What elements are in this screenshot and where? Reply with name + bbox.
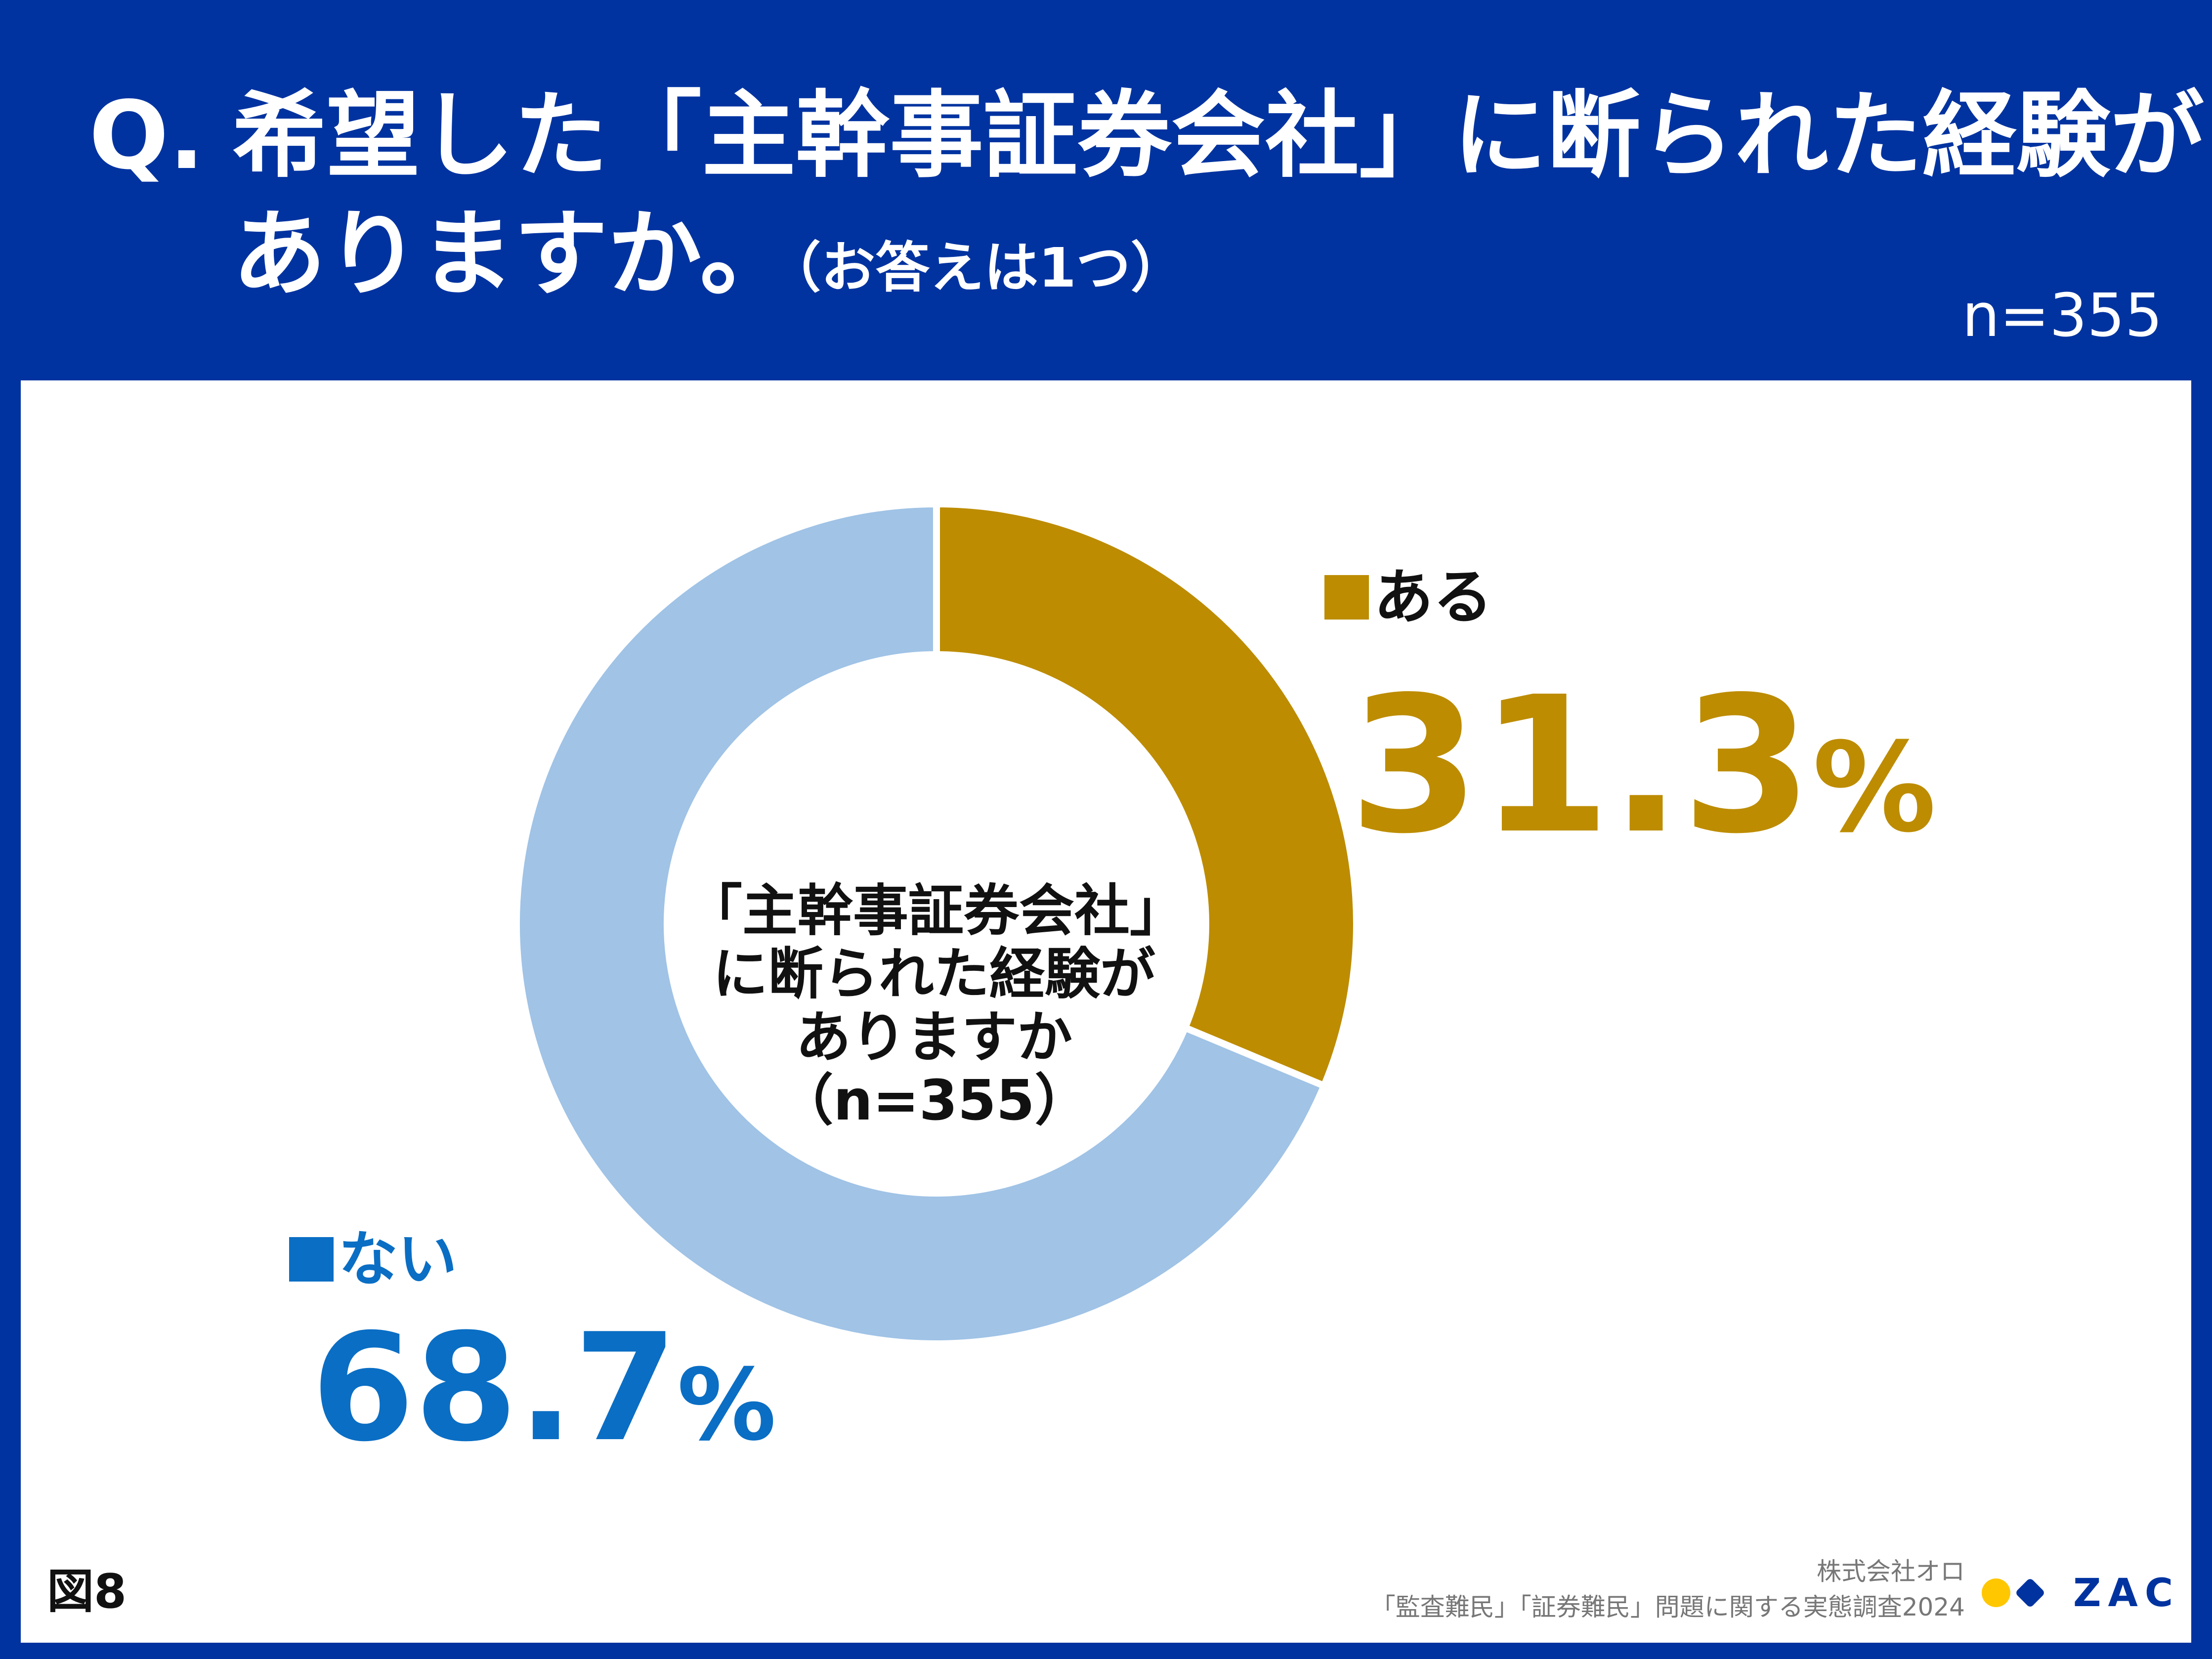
value-number-aru: 31.3 bbox=[1349, 656, 1813, 875]
value-unit-nai: % bbox=[677, 1348, 776, 1463]
logo-text: ZAC bbox=[2073, 1571, 2180, 1616]
legend-text-nai: ない bbox=[339, 1225, 457, 1294]
donut-center-label: 「主幹事証券会社」 に断られた経験が ありますか （n=355） bbox=[687, 879, 1185, 1133]
center-label-line-1: 「主幹事証券会社」 bbox=[687, 879, 1185, 943]
center-label-line-3: ありますか bbox=[796, 1005, 1072, 1070]
logo-yellow-dot-icon bbox=[1982, 1578, 2010, 1607]
legend-swatch-aru bbox=[1324, 575, 1369, 620]
figure-label: 図8 bbox=[47, 1565, 127, 1619]
sample-size-label: n=355 bbox=[1962, 282, 2163, 350]
header-banner: Q. 希望した「主幹事証券会社」に断られた経験が ありますか。（お答えは1つ） … bbox=[0, 0, 2212, 380]
donut-slice-aru bbox=[933, 500, 1360, 1090]
source-footer: 株式会社オロ 「監査難民」「証券難民」問題に関する実態調査2024 bbox=[1371, 1554, 1965, 1625]
question-title-line1: 希望した「主幹事証券会社」に断られた経験が bbox=[232, 81, 2205, 190]
company-name: 株式会社オロ bbox=[1817, 1557, 1965, 1586]
legend-swatch-nai bbox=[289, 1237, 334, 1282]
question-title-line2-main: ありますか。 bbox=[232, 200, 794, 309]
value-label-nai: 68.7% bbox=[311, 1314, 776, 1462]
value-number-nai: 68.7 bbox=[311, 1302, 678, 1474]
question-title-line2: ありますか。（お答えは1つ） bbox=[232, 207, 1185, 301]
value-label-aru: 31.3% bbox=[1349, 672, 1936, 860]
legend-label-nai: ない bbox=[289, 1230, 457, 1289]
question-mark: Q. bbox=[89, 81, 205, 190]
center-label-line-2: に断られた経験が bbox=[713, 942, 1155, 1006]
donut-slice-nai bbox=[513, 500, 1329, 1347]
question-note: （お答えは1つ） bbox=[794, 236, 1185, 299]
donut-slices bbox=[513, 500, 1360, 1347]
value-unit-aru: % bbox=[1812, 716, 1937, 860]
center-label-line-4: （n=355） bbox=[778, 1069, 1090, 1133]
legend-text-aru: ある bbox=[1374, 563, 1492, 632]
legend-label-aru: ある bbox=[1324, 568, 1492, 627]
survey-title: 「監査難民」「証券難民」問題に関する実態調査2024 bbox=[1370, 1593, 1965, 1621]
